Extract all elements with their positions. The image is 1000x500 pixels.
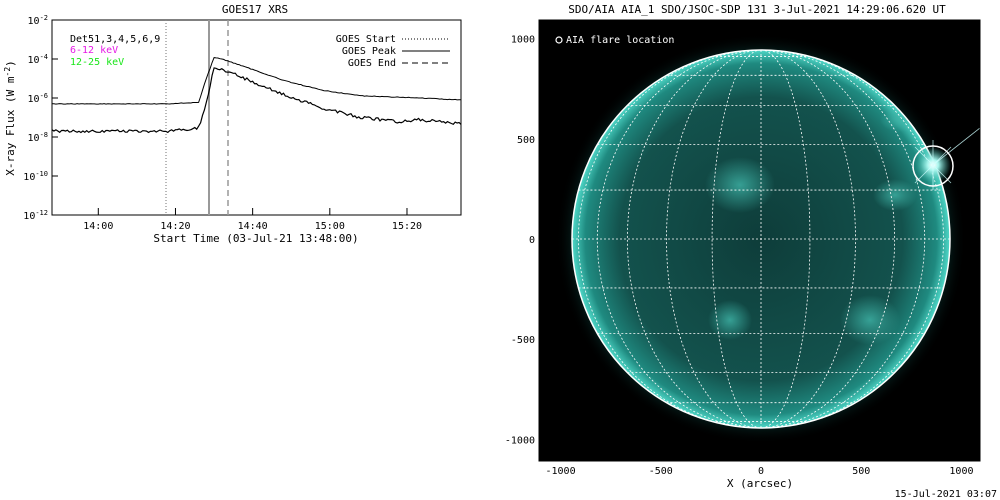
goes-y-tick-label: 10-4 <box>28 53 48 66</box>
aia-y-tick-label: -1000 <box>505 435 535 446</box>
aia-flare-location-marker <box>912 145 954 187</box>
goes-y-tick-label: 10-12 <box>23 209 48 222</box>
aia-limb-outline <box>571 49 951 429</box>
aia-legend-label: AIA flare location <box>566 35 674 46</box>
goes-x-ticks: 14:00 14:20 14:40 15:00 15:20 <box>83 208 422 232</box>
goes-chart: GOES17 XRS X-ray Flux (W m-2) 10-210-410… <box>3 3 462 245</box>
footer-date: 15-Jul-2021 03:07 <box>895 489 997 500</box>
aia-longitude-line <box>711 50 762 428</box>
goes-legend: GOES Start GOES Peak GOES End <box>336 34 450 69</box>
aia-x-tick-label: -500 <box>649 466 673 477</box>
aia-flare-spikes <box>914 127 980 190</box>
goes-x-tick-label: 14:00 <box>83 221 113 232</box>
goes-channel-12-25: 12-25 keV <box>70 57 124 68</box>
aia-x-tick-label: -1000 <box>545 466 575 477</box>
aia-longitude-line <box>578 50 762 428</box>
aia-image-panel: SDO/AIA AIA_1 SDO/JSOC-SDP 131 3-Jul-202… <box>505 3 981 490</box>
goes-series-long <box>51 57 461 105</box>
goes-legend-peak-label: GOES Peak <box>342 46 396 57</box>
goes-y-tick-label: 10-2 <box>28 14 48 27</box>
aia-x-tick-label: 0 <box>758 466 764 477</box>
aia-longitude-line <box>760 50 926 428</box>
goes-ylabel-close: ) <box>4 60 17 67</box>
aia-longitude-line <box>596 50 762 428</box>
aia-x-ticks: -1000 -500 0 500 1000 <box>545 455 974 477</box>
aia-coordinate-grid <box>572 50 950 428</box>
aia-y-tick-label: 0 <box>529 235 535 246</box>
goes-x-tick-label: 15:00 <box>315 221 345 232</box>
goes-series-short <box>51 67 462 134</box>
goes-channels-label: Det51,3,4,5,6,9 <box>70 34 160 45</box>
aia-y-tick-label: 1000 <box>511 35 535 46</box>
aia-y-tick-label: 500 <box>517 135 535 146</box>
aia-y-ticks: 1000 500 0 -500 -1000 <box>505 35 545 446</box>
goes-channel-6-12: 6-12 keV <box>70 45 118 56</box>
goes-plot-frame <box>51 19 462 216</box>
aia-longitude-line <box>760 50 856 428</box>
goes-ylabel-sup: -2 <box>3 67 12 77</box>
aia-legend-marker <box>555 36 563 44</box>
aia-longitude-line <box>760 50 811 428</box>
goes-y-tick-label: 10-10 <box>23 170 48 183</box>
goes-xlabel: Start Time (03-Jul-21 13:48:00) <box>153 232 358 245</box>
goes-x-tick-label: 15:20 <box>392 221 422 232</box>
aia-x-tick-label: 500 <box>852 466 870 477</box>
svg-text:X-ray Flux (W m-2): X-ray Flux (W m-2) <box>3 60 17 176</box>
goes-y-tick-label: 10-6 <box>28 92 48 105</box>
aia-x-tick-label: 1000 <box>949 466 973 477</box>
aia-y-tick-label: -500 <box>511 335 535 346</box>
goes-y-ticks: 10-2 10-4 10-6 10-8 10-10 10-12 <box>23 14 58 222</box>
goes-y-axis-label: X-ray Flux (W m-2) <box>3 60 17 176</box>
goes-x-tick-label: 14:40 <box>238 221 268 232</box>
goes-chart-title: GOES17 XRS <box>222 3 288 16</box>
aia-active-regions <box>705 108 920 345</box>
aia-longitude-line <box>760 50 944 428</box>
aia-xlabel: X (arcsec) <box>727 477 793 490</box>
aia-title: SDO/AIA AIA_1 SDO/JSOC-SDP 131 3-Jul-202… <box>568 3 946 16</box>
goes-x-tick-label: 14:20 <box>160 221 190 232</box>
aia-longitude-line <box>666 50 762 428</box>
aia-image-frame <box>538 19 981 462</box>
goes-ylabel: X-ray Flux (W m <box>4 76 17 176</box>
goes-legend-start-label: GOES Start <box>336 34 396 45</box>
goes-y-tick-label: 10-8 <box>28 131 48 144</box>
goes-legend-end-label: GOES End <box>348 58 396 69</box>
